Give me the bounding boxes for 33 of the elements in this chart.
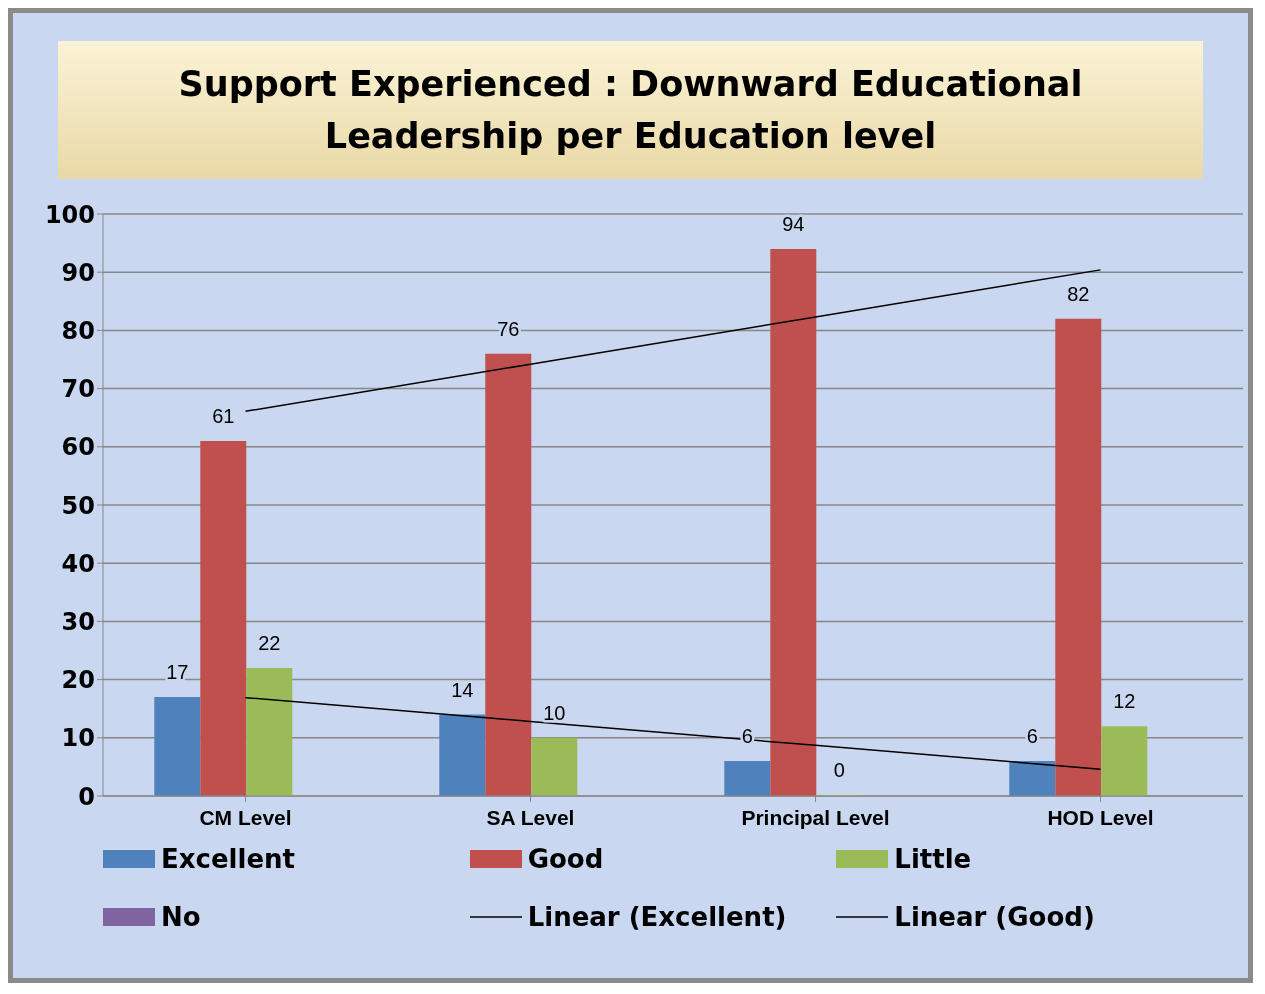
legend-label: Excellent	[161, 844, 295, 874]
data-label: 82	[1067, 282, 1090, 305]
y-tick-label: 80	[61, 316, 95, 345]
legend-label: No	[161, 902, 201, 932]
y-tick-label: 0	[78, 782, 95, 811]
data-label: 76	[497, 317, 520, 340]
x-tick-label: SA Level	[486, 805, 575, 829]
chart-title: Support Experienced : Downward Educational Leadership per Education level	[178, 63, 1083, 158]
data-label: 6	[1026, 725, 1038, 748]
data-label: 94	[782, 212, 805, 235]
x-tick-label: CM Level	[199, 805, 292, 829]
y-tick-label: 10	[61, 724, 95, 753]
y-tick-label: 100	[44, 200, 95, 229]
data-label: 12	[1113, 690, 1136, 713]
legend-label: Little	[894, 844, 972, 874]
data-label: 61	[212, 404, 235, 427]
y-tick-label: 40	[61, 549, 95, 578]
legend-label: Linear (Excellent)	[527, 902, 787, 932]
legend-label: Linear (Good)	[894, 902, 1095, 932]
data-label: 17	[166, 661, 189, 684]
y-tick-label: 50	[61, 491, 95, 520]
y-tick-label: 90	[61, 258, 95, 287]
x-tick-label: HOD Level	[1047, 805, 1154, 829]
y-tick-label: 30	[61, 607, 95, 636]
data-label: 0	[833, 759, 845, 781]
y-tick-label: 70	[61, 375, 95, 404]
data-label: 22	[258, 631, 281, 654]
x-tick-label: Principal Level	[741, 805, 890, 829]
y-tick-label: 60	[61, 433, 95, 462]
data-label: 10	[543, 701, 566, 724]
data-label: 14	[451, 678, 474, 701]
legend-label: Good	[527, 844, 604, 874]
y-tick-label: 20	[61, 666, 95, 695]
